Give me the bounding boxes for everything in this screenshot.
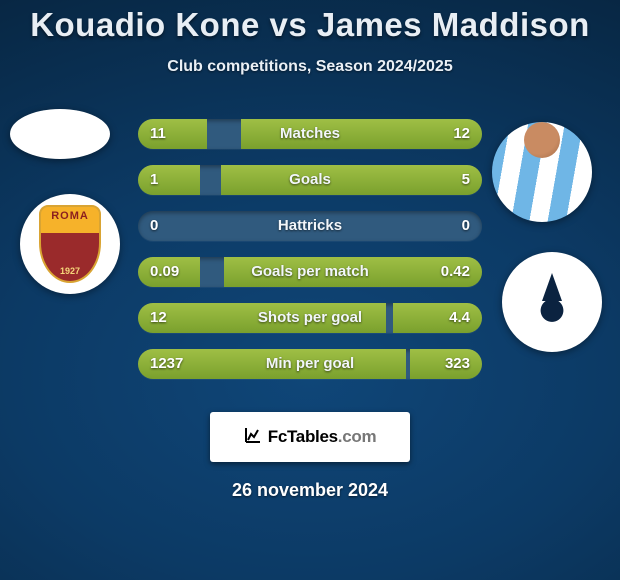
stat-value-right: 0.42	[441, 257, 470, 287]
stat-row: 11Matches12	[138, 119, 482, 149]
stat-value-right: 323	[445, 349, 470, 379]
branding-plate: FcTables.com	[210, 412, 410, 462]
stat-value-right: 5	[462, 165, 470, 195]
stat-row: 0.09Goals per match0.42	[138, 257, 482, 287]
player-left-avatar	[10, 109, 110, 159]
branding-text: FcTables.com	[268, 427, 377, 447]
stat-bars: 11Matches12 1Goals5 0Hattricks0 0.09Goals p…	[138, 119, 482, 395]
chart-icon	[244, 426, 262, 449]
stat-row: 1237Min per goal323	[138, 349, 482, 379]
spurs-icon	[517, 267, 587, 337]
comparison-arena: 11Matches12 1Goals5 0Hattricks0 0.09Goals p…	[0, 104, 620, 404]
stat-value-right: 12	[453, 119, 470, 149]
stat-label: Goals per match	[138, 257, 482, 287]
branding-suffix: .com	[338, 427, 376, 446]
snapshot-date: 26 november 2024	[0, 480, 620, 501]
branding-name: FcTables	[268, 427, 338, 446]
stat-value-right: 4.4	[449, 303, 470, 333]
stat-row: 1Goals5	[138, 165, 482, 195]
club-right-badge	[502, 252, 602, 352]
page-subtitle: Club competitions, Season 2024/2025	[0, 58, 620, 76]
player-right-avatar	[492, 122, 592, 222]
stat-label: Min per goal	[138, 349, 482, 379]
page-title: Kouadio Kone vs James Maddison	[0, 0, 620, 44]
club-left-badge	[20, 194, 120, 294]
stat-label: Goals	[138, 165, 482, 195]
roma-icon	[39, 205, 101, 283]
stat-label: Shots per goal	[138, 303, 482, 333]
stat-label: Hattricks	[138, 211, 482, 241]
stat-label: Matches	[138, 119, 482, 149]
stat-row: 12Shots per goal4.4	[138, 303, 482, 333]
stat-value-right: 0	[462, 211, 470, 241]
stat-row: 0Hattricks0	[138, 211, 482, 241]
